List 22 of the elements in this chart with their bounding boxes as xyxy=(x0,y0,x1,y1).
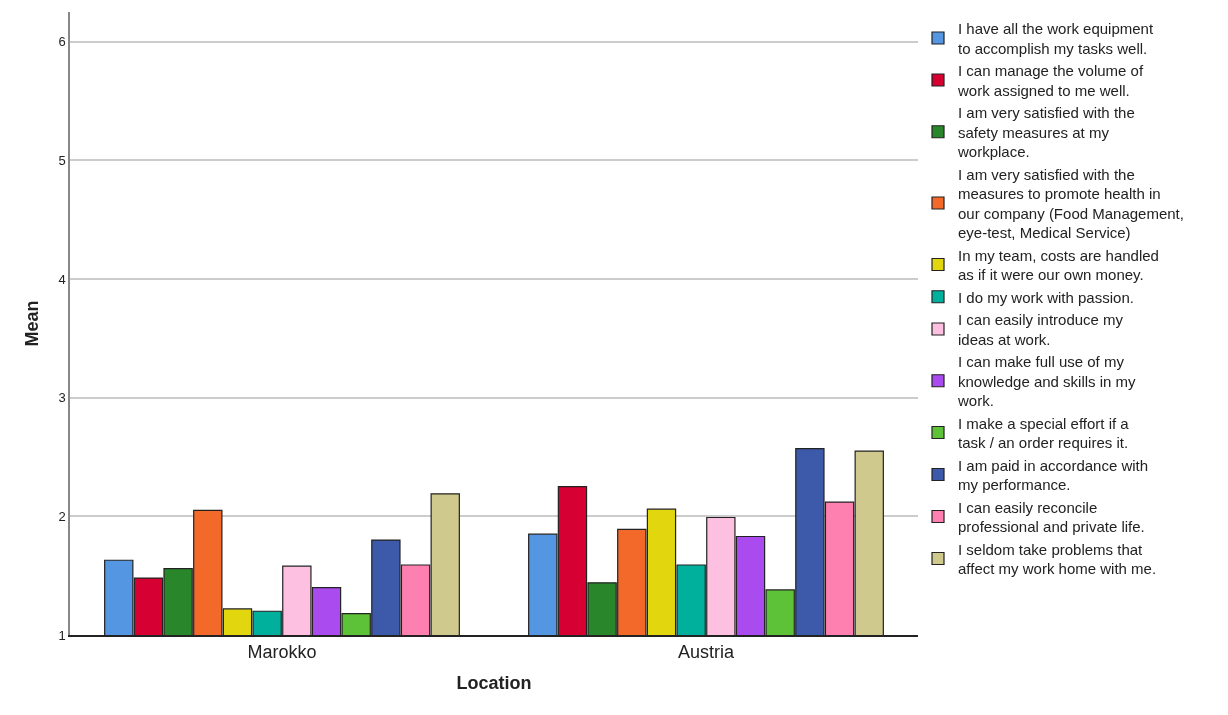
y-tick-label: 2 xyxy=(58,508,66,524)
x-tick-label: Austria xyxy=(677,642,735,663)
x-tick-label: Marokko xyxy=(247,642,317,663)
y-tick-label: 1 xyxy=(58,627,66,643)
y-axis-title: Mean xyxy=(22,300,43,347)
legend-label: I seldom take problems that affect my work home with me. xyxy=(958,540,1157,578)
legend-label: I have all the work equipment to accomplish my tasks well. xyxy=(958,20,1154,57)
legend-label: I do my work with passion. xyxy=(958,288,1134,306)
legend-label: I can easily reconcile professional and private life. xyxy=(958,498,1145,536)
legend-label: I can make full use of my knowledge and skills in my work. xyxy=(957,353,1137,410)
y-tick-label: 5 xyxy=(58,152,66,168)
legend-label: I make a special effort if a task / an order requires it. xyxy=(958,414,1130,452)
x-axis-title: Location xyxy=(456,672,532,693)
y-tick-label: 4 xyxy=(58,271,66,287)
legend-label: I am very satisfied with the measures to promote health in our company (Food Management, eye-test, Medical Service) xyxy=(958,165,1184,242)
legend-label: I am paid in accordance with my performance. xyxy=(958,456,1149,494)
y-tick-label: 3 xyxy=(58,390,66,406)
legend-label: I can manage the volume of work assigned to me well. xyxy=(957,62,1144,99)
legend-label: I am very satisfied with the safety measures at my workplace. xyxy=(957,104,1135,161)
legend-label: I can easily introduce my ideas at work. xyxy=(958,311,1124,348)
legend-label: In my team, costs are handled as if it were our own money. xyxy=(958,246,1159,284)
y-tick-label: 6 xyxy=(58,34,66,50)
